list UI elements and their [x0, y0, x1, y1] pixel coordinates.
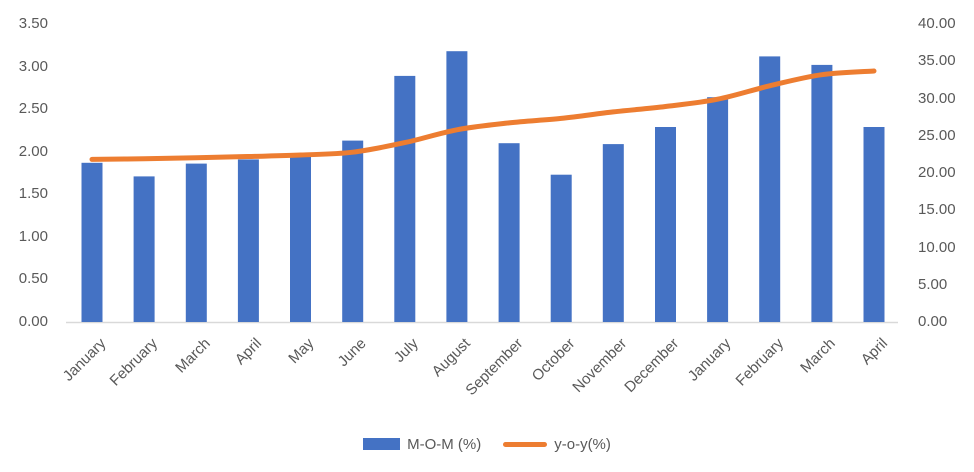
left-axis-tick: 1.00: [18, 227, 48, 245]
right-axis-tick: 10.00: [918, 238, 956, 256]
left-axis-tick: 1.50: [18, 185, 48, 203]
right-axis-tick: 5.00: [918, 275, 948, 293]
chart-bar-january[interactable]: [81, 162, 103, 322]
legend: M-O-M (%) y-o-y(%): [0, 432, 974, 456]
line-series-swatch: [503, 441, 548, 447]
chart-bar-august[interactable]: [446, 51, 468, 322]
legend-item-yoy[interactable]: y-o-y(%): [503, 436, 611, 453]
left-axis-tick: 0.50: [18, 270, 48, 288]
left-axis-tick: 3.50: [18, 15, 48, 32]
chart-bar-february[interactable]: [133, 176, 155, 322]
chart-bar-october[interactable]: [550, 174, 572, 322]
chart-bar-april[interactable]: [863, 127, 885, 322]
right-axis-tick: 35.00: [918, 52, 956, 70]
chart-bar-january[interactable]: [707, 97, 729, 322]
chart-bar-june[interactable]: [342, 140, 364, 322]
bar-series-swatch: [363, 438, 401, 450]
right-axis-tick: 30.00: [918, 89, 956, 107]
right-axis-tick: 0.00: [918, 313, 948, 330]
chart-bar-july[interactable]: [394, 75, 416, 323]
chart-bar-april[interactable]: [237, 159, 259, 322]
chart-bar-march[interactable]: [811, 64, 833, 323]
legend-item-mom[interactable]: M-O-M (%): [363, 436, 481, 453]
chart-bar-december[interactable]: [655, 127, 676, 322]
chart-bar-february[interactable]: [759, 56, 781, 323]
chart-bar-may[interactable]: [290, 156, 311, 322]
chart-bar-march[interactable]: [185, 163, 207, 322]
left-axis-tick: 3.00: [18, 57, 48, 75]
yoy-line[interactable]: [89, 68, 877, 162]
left-axis-tick: 0.00: [18, 313, 48, 330]
left-axis-tick: 2.00: [18, 142, 48, 160]
right-axis-tick: 25.00: [918, 126, 956, 144]
chart-bar-september[interactable]: [498, 143, 520, 322]
legend-label-mom: M-O-M (%): [407, 435, 482, 453]
chart-bar-november[interactable]: [602, 144, 624, 322]
right-axis-tick: 15.00: [918, 201, 956, 219]
legend-label-yoy: y-o-y(%): [554, 435, 611, 453]
left-axis-tick: 2.50: [18, 100, 48, 118]
right-axis-tick: 40.00: [918, 15, 956, 32]
right-axis-tick: 20.00: [918, 164, 956, 181]
